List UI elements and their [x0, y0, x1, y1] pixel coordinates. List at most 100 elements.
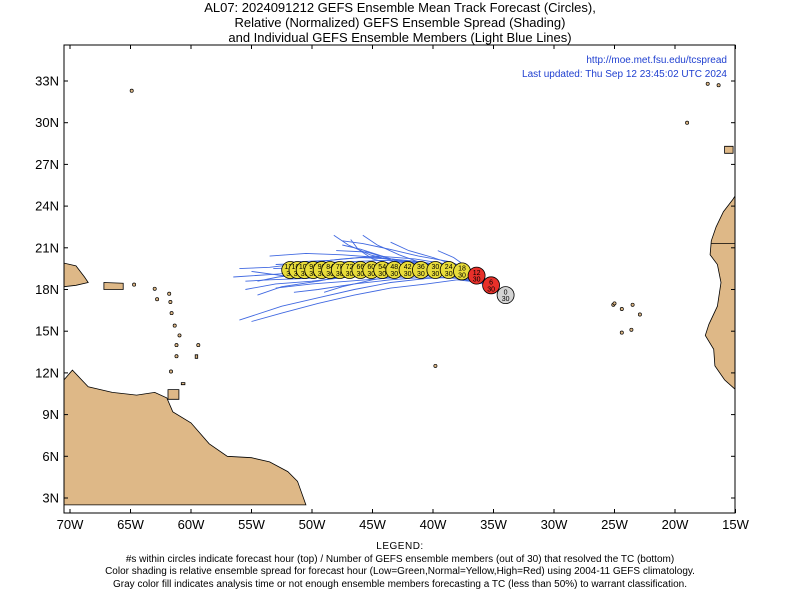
- track-point-members: 30: [458, 272, 466, 279]
- island-land: [155, 297, 160, 302]
- island-land: [167, 291, 172, 296]
- x-tick-label: 50W: [299, 517, 326, 532]
- track-point-members: 30: [346, 271, 354, 278]
- track-point-members: 30: [378, 271, 386, 278]
- island-land: [629, 327, 634, 332]
- x-tick-label: 25W: [601, 517, 628, 532]
- track-point-members: 30: [417, 271, 425, 278]
- track-point-members: 30: [301, 271, 309, 278]
- island-land: [705, 81, 710, 86]
- island-land: [168, 300, 173, 304]
- track-point-hour: 84: [326, 264, 334, 271]
- puerto-rico-land: [103, 282, 124, 290]
- legend-line-1: #s within circles indicate forecast hour…: [125, 553, 675, 565]
- track-point-hour: 6: [489, 280, 493, 287]
- tobago-land: [180, 382, 186, 386]
- track-point-hour: 36: [417, 264, 425, 271]
- island-land: [177, 333, 182, 338]
- track-point-hour: 18: [458, 266, 466, 273]
- track-point-hour: 66: [357, 264, 365, 271]
- island-land: [637, 312, 642, 317]
- legend-line-2: Color shading is relative ensemble sprea…: [105, 566, 695, 577]
- track-point-circle: [467, 266, 486, 285]
- island-land: [716, 83, 721, 88]
- island-land: [619, 330, 624, 335]
- island-land: [685, 120, 690, 125]
- chart-title: AL07: 2024091212 GEFS Ensemble Mean Trac…: [0, 0, 800, 45]
- legend-line-3: Gray color fill indicates analysis time …: [113, 578, 687, 590]
- track-point-members: 30: [390, 271, 398, 278]
- island-land: [433, 363, 438, 368]
- track-point-members: 30: [326, 271, 334, 278]
- island-land: [630, 302, 635, 307]
- y-tick-label: 6N: [42, 449, 59, 464]
- track-point-members: 30: [318, 271, 326, 278]
- fuerteventura-land: [743, 144, 749, 151]
- y-tick-label: 15N: [35, 324, 59, 339]
- latitude-axis: 3N 6N 9N 12N 15N 18N 21N 24N 27N 30N 33N: [35, 74, 735, 506]
- y-tick-label: 33N: [35, 74, 59, 89]
- track-point-circle: [496, 286, 515, 305]
- x-tick-label: 65W: [117, 517, 144, 532]
- x-tick-label: 70W: [57, 517, 84, 532]
- island-land: [174, 343, 179, 348]
- track-point: 630: [482, 276, 501, 295]
- south-america-land: [64, 369, 307, 506]
- track-point-members: 30: [487, 286, 495, 293]
- island-land: [169, 311, 174, 316]
- canary-islands-land: [724, 145, 734, 154]
- y-tick-label: 12N: [35, 365, 59, 380]
- land-layer: [64, 81, 749, 506]
- track-point-hour: 54: [378, 264, 386, 271]
- hispaniola-land: [64, 262, 89, 288]
- y-tick-label: 30N: [35, 115, 59, 130]
- track-point-hour: 42: [404, 264, 412, 271]
- title-line-3: and Individual GEFS Ensemble Members (Li…: [228, 30, 572, 45]
- track-point-members: 30: [367, 271, 375, 278]
- track-point-circle: [482, 276, 501, 295]
- y-tick-label: 3N: [42, 491, 59, 506]
- track-point-hour: 24: [445, 264, 453, 271]
- track-point-hour: 72: [346, 264, 354, 271]
- island-land: [174, 354, 179, 359]
- y-tick-label: 18N: [35, 282, 59, 297]
- track-point-members: 30: [357, 271, 365, 278]
- track-point-hour: 78: [336, 264, 344, 271]
- island-land: [612, 301, 617, 306]
- island-land: [169, 369, 173, 374]
- track-point-members: 30: [473, 277, 481, 284]
- x-tick-label: 30W: [541, 517, 568, 532]
- x-tick-label: 20W: [662, 517, 689, 532]
- title-line-2: Relative (Normalized) GEFS Ensemble Spre…: [234, 15, 566, 30]
- island-land: [172, 323, 177, 328]
- x-tick-label: 40W: [420, 517, 447, 532]
- track-point-members: 30: [432, 271, 440, 278]
- island-land: [196, 343, 201, 348]
- track-point-hour: 12: [473, 270, 481, 277]
- y-tick-label: 24N: [35, 199, 59, 214]
- x-tick-label: 35W: [480, 517, 507, 532]
- x-tick-label: 55W: [238, 517, 265, 532]
- y-tick-label: 21N: [35, 240, 59, 255]
- legend: LEGEND: #s within circles indicate forec…: [0, 541, 800, 591]
- y-tick-label: 27N: [35, 157, 59, 172]
- track-point-members: 30: [404, 271, 412, 278]
- track-point-hour: 0: [504, 289, 508, 296]
- track-point-hour: 30: [432, 264, 440, 271]
- track-point-members: 30: [309, 271, 317, 278]
- track-point-members: 30: [502, 296, 510, 303]
- island-land: [132, 282, 137, 287]
- track-point-hour: 60: [367, 264, 375, 271]
- island-land: [129, 88, 134, 93]
- source-url[interactable]: http://moe.met.fsu.edu/tcspread: [586, 55, 727, 66]
- africa-land: [704, 195, 735, 390]
- track-point-hour: 48: [390, 264, 398, 271]
- longitude-axis: 70W 65W 60W 55W 50W 45W 40W 35W 30W 25W 20W 15W: [57, 45, 750, 532]
